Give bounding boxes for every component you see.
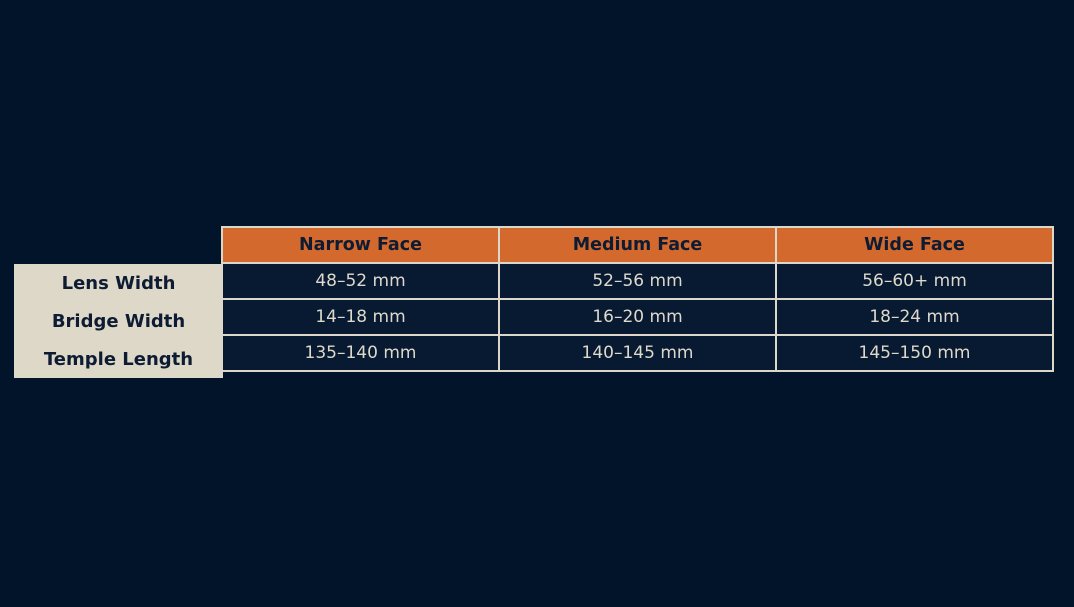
table-cell: 52–56 mm xyxy=(498,262,777,300)
table-cell: 18–24 mm xyxy=(775,298,1054,336)
column-header-wide-face: Wide Face xyxy=(775,226,1054,264)
table-row-temple-length: 135–140 mm 140–145 mm 145–150 mm xyxy=(221,334,1054,372)
row-label-bridge-width: Bridge Width xyxy=(51,310,186,332)
table-cell: 145–150 mm xyxy=(775,334,1054,372)
row-label-column: Lens Width Bridge Width Temple Length xyxy=(14,264,223,378)
table-cell: 56–60+ mm xyxy=(775,262,1054,300)
row-label-lens-width: Lens Width xyxy=(61,272,176,294)
table-cell: 135–140 mm xyxy=(221,334,500,372)
table-cell: 48–52 mm xyxy=(221,262,500,300)
table-header-row: Narrow Face Medium Face Wide Face xyxy=(221,226,1054,264)
column-header-medium-face: Medium Face xyxy=(498,226,777,264)
frame-size-table: Narrow Face Medium Face Wide Face 48–52 … xyxy=(221,226,1054,372)
table-cell: 140–145 mm xyxy=(498,334,777,372)
row-label-temple-length: Temple Length xyxy=(43,348,194,370)
table-cell: 14–18 mm xyxy=(221,298,500,336)
table-cell: 16–20 mm xyxy=(498,298,777,336)
column-header-narrow-face: Narrow Face xyxy=(221,226,500,264)
table-row-lens-width: 48–52 mm 52–56 mm 56–60+ mm xyxy=(221,262,1054,300)
table-row-bridge-width: 14–18 mm 16–20 mm 18–24 mm xyxy=(221,298,1054,336)
